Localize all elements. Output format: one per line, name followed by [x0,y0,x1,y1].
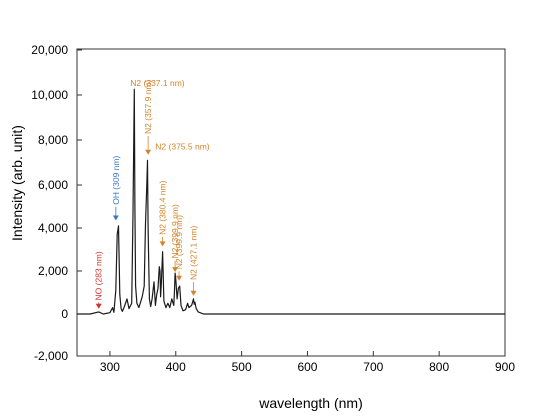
spectrum-series [77,88,505,315]
annotation-label: N2 (380.4 nm) [158,180,168,234]
arrowhead [112,215,119,221]
peak-annotations: NO (283 nm)OH (309 nm)N2 (337.1 nm)N2 (3… [94,78,210,309]
annotation-label: N2 (375.5 nm) [155,141,209,151]
peak-annotation: NO (283 nm) [94,251,104,309]
y-tick-label: 10,000 [31,88,68,102]
arrowhead [172,267,179,273]
peak-annotation: N2 (337.1 nm) [130,78,185,91]
y-tick-label: 6,000 [38,178,68,192]
annotation-label: NO (283 nm) [94,251,104,300]
arrowhead [190,290,197,296]
x-tick-label: 400 [166,360,186,374]
axes [76,48,506,357]
arrowhead [95,303,102,309]
peak-annotation: OH (309 nm) [111,156,121,221]
y-tick-label: 20,000 [31,43,68,57]
x-tick-label: 700 [363,360,383,374]
peak-annotation: N2 (399.9 nm) [170,204,180,273]
x-tick-label: 800 [429,360,449,374]
x-axis-title: wavelength (nm) [258,395,363,411]
x-tick-label: 500 [232,360,252,374]
peak-annotation: N2 (357.9 nm) [143,80,153,155]
x-tick-label: 300 [100,360,120,374]
x-tick-label: 600 [297,360,317,374]
y-tick-label: 4,000 [38,221,68,235]
peak-annotation: N2 (375.5 nm) [155,141,209,151]
y-tick-label: 2,000 [38,264,68,278]
annotation-label: N2 (399.9 nm) [170,204,180,258]
annotation-label: OH (309 nm) [111,156,121,205]
y-tick-label: 8,000 [38,133,68,147]
annotation-label: N2 (427.1 nm) [189,226,199,280]
arrowhead [145,149,152,155]
peak-annotation: N2 (380.4 nm) [158,180,168,247]
arrowhead [176,275,183,281]
tick-labels: 300 400 500 600 700 800 900 -2,000 0 2,000 4,000 6,… [31,43,515,374]
plot-frame [76,48,506,357]
y-axis-title: Intensity (arb. unit) [9,125,25,241]
peak-annotation: N2 (399.9 nm) [174,215,184,281]
x-tick-label: 900 [495,360,515,374]
annotation-label: N2 (399.9 nm) [174,215,184,269]
arrowhead [159,241,166,247]
annotation-label: N2 (337.1 nm) [130,78,184,88]
y-tick-label: 0 [61,307,68,321]
peak-annotation: N2 (427.1 nm) [189,226,199,296]
annotation-label: N2 (357.9 nm) [143,80,153,134]
y-tick-label: -2,000 [34,349,68,363]
spectrum-line [77,88,505,315]
